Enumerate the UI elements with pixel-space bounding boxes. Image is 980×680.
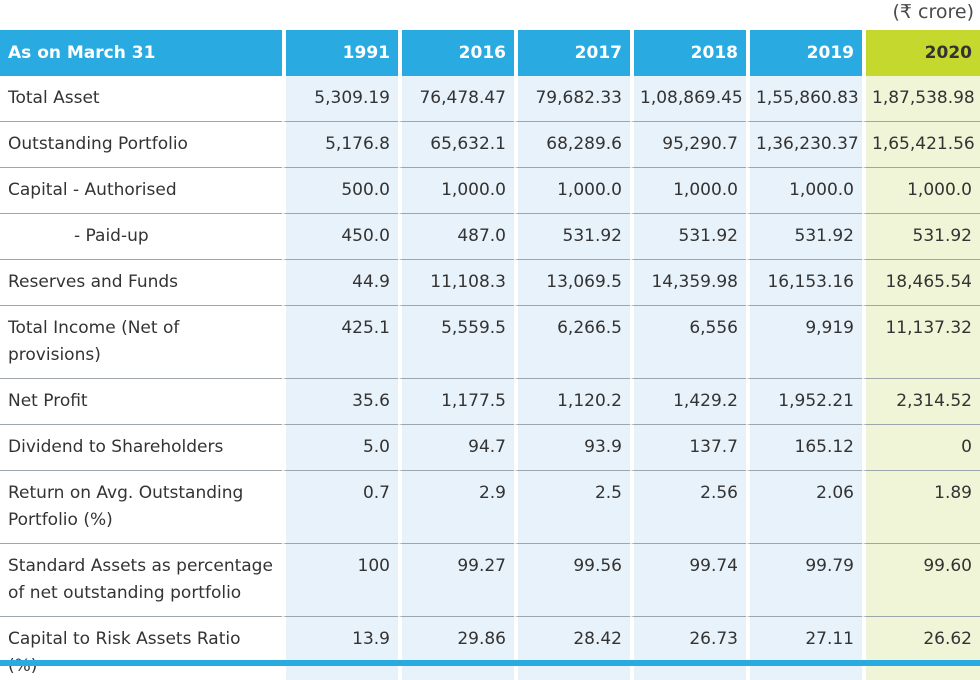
table-cell: 1,000.0 bbox=[514, 168, 630, 214]
table-cell: 531.92 bbox=[514, 214, 630, 260]
table-cell: 99.74 bbox=[630, 544, 746, 617]
table-cell: 27.11 bbox=[746, 617, 862, 680]
table-row: Reserves and Funds 44.9 11,108.3 13,069.… bbox=[0, 260, 980, 306]
table-cell: 11,108.3 bbox=[398, 260, 514, 306]
row-label: Outstanding Portfolio bbox=[0, 122, 282, 168]
table-cell: 28.42 bbox=[514, 617, 630, 680]
table-cell: 1,000.0 bbox=[630, 168, 746, 214]
table-cell: 1,08,869.45 bbox=[630, 76, 746, 122]
table-cell: 14,359.98 bbox=[630, 260, 746, 306]
table-cell: 93.9 bbox=[514, 425, 630, 471]
table-cell-highlight: 1,65,421.56 bbox=[862, 122, 980, 168]
table-cell: 79,682.33 bbox=[514, 76, 630, 122]
table-cell: 1,000.0 bbox=[746, 168, 862, 214]
table-cell-highlight: 2,314.52 bbox=[862, 379, 980, 425]
table-cell: 450.0 bbox=[282, 214, 398, 260]
row-label: Standard Assets as percentage of net out… bbox=[0, 544, 282, 617]
table-row: Capital to Risk Assets Ratio (%) 13.9 29… bbox=[0, 617, 980, 680]
table-cell: 0.7 bbox=[282, 471, 398, 544]
table-cell: 95,290.7 bbox=[630, 122, 746, 168]
table-row: Standard Assets as percentage of net out… bbox=[0, 544, 980, 617]
table-cell: 6,556 bbox=[630, 306, 746, 379]
table-cell: 99.79 bbox=[746, 544, 862, 617]
table-cell-highlight: 18,465.54 bbox=[862, 260, 980, 306]
table-cell: 16,153.16 bbox=[746, 260, 862, 306]
table-cell: 26.73 bbox=[630, 617, 746, 680]
table-row: Net Profit 35.6 1,177.5 1,120.2 1,429.2 … bbox=[0, 379, 980, 425]
table-cell: 35.6 bbox=[282, 379, 398, 425]
table-cell: 500.0 bbox=[282, 168, 398, 214]
table-cell-highlight: 11,137.32 bbox=[862, 306, 980, 379]
table-cell: 1,177.5 bbox=[398, 379, 514, 425]
table-cell: 6,266.5 bbox=[514, 306, 630, 379]
table-cell: 1,36,230.37 bbox=[746, 122, 862, 168]
row-label: Dividend to Shareholders bbox=[0, 425, 282, 471]
table-cell: 2.06 bbox=[746, 471, 862, 544]
table-cell-highlight: 0 bbox=[862, 425, 980, 471]
table-cell: 68,289.6 bbox=[514, 122, 630, 168]
table-cell: 13,069.5 bbox=[514, 260, 630, 306]
table-cell-highlight: 531.92 bbox=[862, 214, 980, 260]
table-cell: 425.1 bbox=[282, 306, 398, 379]
row-label: Net Profit bbox=[0, 379, 282, 425]
table-cell: 2.9 bbox=[398, 471, 514, 544]
table-row: - Paid-up 450.0 487.0 531.92 531.92 531.… bbox=[0, 214, 980, 260]
table-cell: 1,429.2 bbox=[630, 379, 746, 425]
unit-label: (₹ crore) bbox=[892, 1, 974, 23]
table-row: Total Income (Net of provisions) 425.1 5… bbox=[0, 306, 980, 379]
table-cell: 5.0 bbox=[282, 425, 398, 471]
table-cell: 531.92 bbox=[746, 214, 862, 260]
table-row: Total Asset 5,309.19 76,478.47 79,682.33… bbox=[0, 76, 980, 122]
table-cell: 531.92 bbox=[630, 214, 746, 260]
row-label: Capital to Risk Assets Ratio (%) bbox=[0, 617, 282, 680]
row-label: Return on Avg. Outstanding Portfolio (%) bbox=[0, 471, 282, 544]
table-cell: 94.7 bbox=[398, 425, 514, 471]
table-cell: 76,478.47 bbox=[398, 76, 514, 122]
year-header: 2016 bbox=[398, 30, 514, 76]
year-header-highlight: 2020 bbox=[862, 30, 980, 76]
table-cell: 1,000.0 bbox=[398, 168, 514, 214]
table-row: Outstanding Portfolio 5,176.8 65,632.1 6… bbox=[0, 122, 980, 168]
table-cell-highlight: 99.60 bbox=[862, 544, 980, 617]
table-cell: 165.12 bbox=[746, 425, 862, 471]
row-label: - Paid-up bbox=[0, 214, 282, 260]
table-cell: 2.56 bbox=[630, 471, 746, 544]
table-cell: 137.7 bbox=[630, 425, 746, 471]
table-cell: 99.27 bbox=[398, 544, 514, 617]
table-cell: 9,919 bbox=[746, 306, 862, 379]
table-cell: 13.9 bbox=[282, 617, 398, 680]
header-row: As on March 31 1991 2016 2017 2018 2019 … bbox=[0, 30, 980, 76]
table-cell: 1,55,860.83 bbox=[746, 76, 862, 122]
table-cell: 5,176.8 bbox=[282, 122, 398, 168]
table-row: Return on Avg. Outstanding Portfolio (%)… bbox=[0, 471, 980, 544]
table-row: Capital - Authorised 500.0 1,000.0 1,000… bbox=[0, 168, 980, 214]
table-cell-highlight: 1,87,538.98 bbox=[862, 76, 980, 122]
row-label: Reserves and Funds bbox=[0, 260, 282, 306]
table-cell-highlight: 1,000.0 bbox=[862, 168, 980, 214]
year-header: 2018 bbox=[630, 30, 746, 76]
row-label: Total Income (Net of provisions) bbox=[0, 306, 282, 379]
table-cell: 100 bbox=[282, 544, 398, 617]
financial-table: As on March 31 1991 2016 2017 2018 2019 … bbox=[0, 30, 980, 680]
table-cell: 29.86 bbox=[398, 617, 514, 680]
table-cell-highlight: 26.62 bbox=[862, 617, 980, 680]
table-cell: 65,632.1 bbox=[398, 122, 514, 168]
table-cell: 2.5 bbox=[514, 471, 630, 544]
table-cell: 99.56 bbox=[514, 544, 630, 617]
year-header: 1991 bbox=[282, 30, 398, 76]
table-cell: 5,309.19 bbox=[282, 76, 398, 122]
bottom-rule bbox=[0, 660, 980, 666]
table-row: Dividend to Shareholders 5.0 94.7 93.9 1… bbox=[0, 425, 980, 471]
row-label: Capital - Authorised bbox=[0, 168, 282, 214]
table-cell: 5,559.5 bbox=[398, 306, 514, 379]
table-cell: 1,120.2 bbox=[514, 379, 630, 425]
year-header: 2017 bbox=[514, 30, 630, 76]
year-header: 2019 bbox=[746, 30, 862, 76]
table-cell: 1,952.21 bbox=[746, 379, 862, 425]
table-cell: 44.9 bbox=[282, 260, 398, 306]
row-label: Total Asset bbox=[0, 76, 282, 122]
table-cell-highlight: 1.89 bbox=[862, 471, 980, 544]
table-cell: 487.0 bbox=[398, 214, 514, 260]
header-label: As on March 31 bbox=[0, 30, 282, 76]
